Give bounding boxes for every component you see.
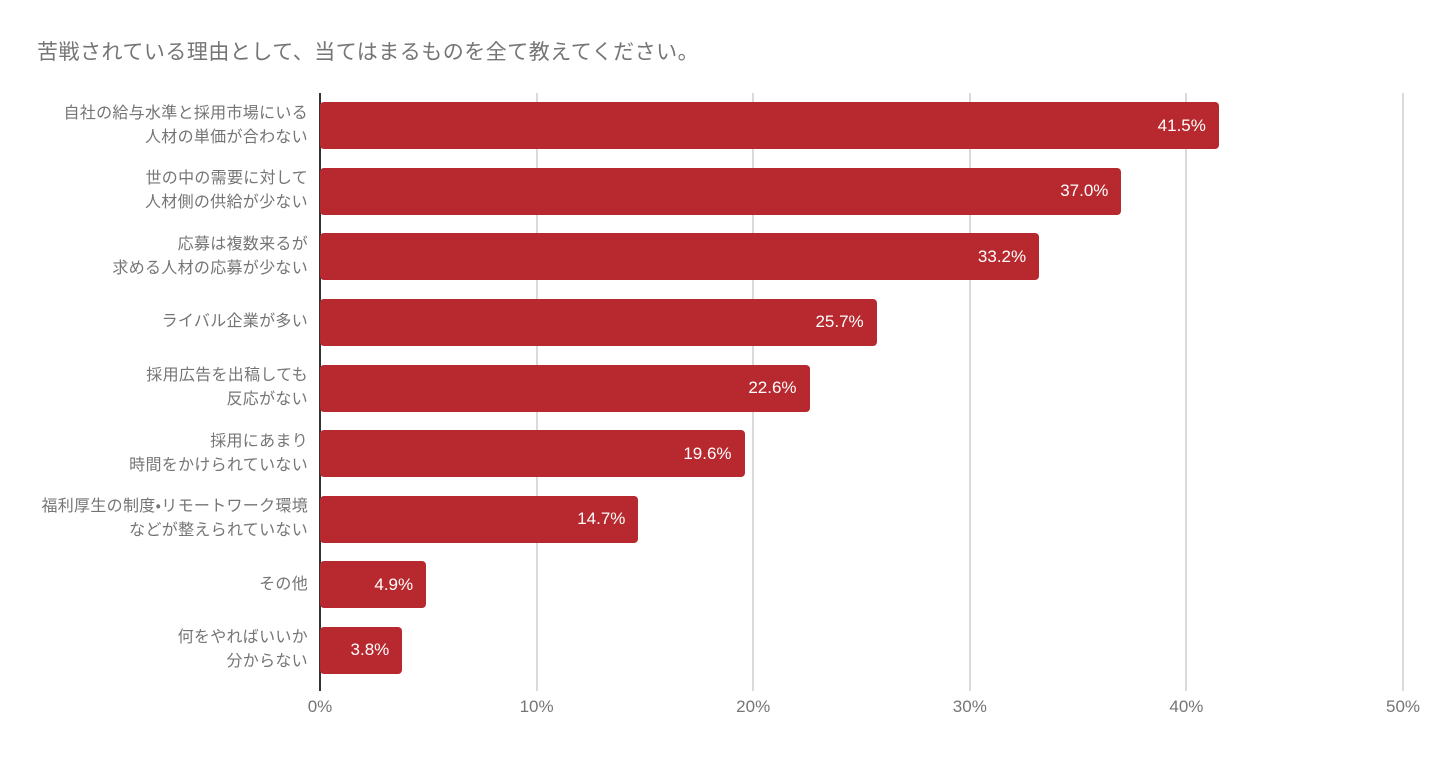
bar-value-label: 25.7% <box>815 312 864 332</box>
category-label: 福利厚生の制度・リモートワーク環境 などが整えられていない <box>41 498 308 540</box>
category-label: その他 <box>259 575 308 593</box>
bar-value-label: 19.6% <box>683 443 732 463</box>
bar-row: 22.6% <box>320 355 1403 421</box>
bar-value-label: 22.6% <box>748 378 797 398</box>
chart-title: 苦戦されている理由として、当てはまるものを全て教えてください。 <box>37 41 700 64</box>
y-axis-labels: 自社の給与水準と採用市場にいる 人材の単価が合わない世の中の需要に対して 人材側の供… <box>30 93 308 683</box>
bar: 4.9% <box>320 561 427 609</box>
bar-row: 41.5% <box>320 93 1403 159</box>
bar-row: 25.7% <box>320 290 1403 356</box>
category-label: 何をやればいいか 分からない <box>177 629 308 671</box>
bar-value-label: 37.0% <box>1060 181 1109 201</box>
bar-row: 14.7% <box>320 486 1403 552</box>
category-label: 採用にあまり 時間をかけられていない <box>129 432 308 474</box>
x-tick-label: 30% <box>952 697 987 716</box>
gridline <box>968 93 971 691</box>
bar-value-label: 41.5% <box>1157 115 1206 135</box>
category-label: 世の中の需要に対して 人材側の供給が少ない <box>144 170 308 212</box>
bar: 33.2% <box>320 233 1040 281</box>
bar-row: 33.2% <box>320 224 1403 290</box>
bar: 19.6% <box>320 430 745 478</box>
bar: 3.8% <box>320 626 403 674</box>
bar: 37.0% <box>320 167 1122 215</box>
bar-row: 37.0% <box>320 159 1403 225</box>
category-label: 自社の給与水準と採用市場にいる 人材の単価が合わない <box>63 104 308 146</box>
category-label: ライバル企業が多い <box>161 313 308 331</box>
bar-row: 19.6% <box>320 421 1403 487</box>
gridline <box>1185 93 1188 691</box>
bar-value-label: 3.8% <box>350 640 390 660</box>
bar-rows: 41.5% 37.0% 33.2% 25.7% 22.6% 19.6% 14.7% 4.9% 3… <box>320 93 1403 683</box>
x-tick-label: 20% <box>736 697 771 716</box>
bar: 14.7% <box>320 495 639 543</box>
x-axis-labels: 0% 10% 20% 30% 40% 50% <box>308 697 1420 721</box>
x-tick-label: 10% <box>519 697 554 716</box>
category-label: 採用広告を出稿しても 反応がない <box>146 367 308 409</box>
gridline <box>1402 93 1404 691</box>
bar: 25.7% <box>320 298 877 346</box>
x-tick-label: 0% <box>307 697 333 716</box>
bar-value-label: 4.9% <box>374 574 414 594</box>
bar-row: 4.9% <box>320 552 1403 618</box>
bar: 41.5% <box>320 102 1219 150</box>
plot-area: 41.5% 37.0% 33.2% 25.7% 22.6% 19.6% 14.7% 4.9% 3… <box>319 93 1404 691</box>
x-tick-label: 50% <box>1385 697 1421 716</box>
x-tick-label: 40% <box>1169 697 1204 716</box>
bar-row: 3.8% <box>320 618 1403 684</box>
bar-value-label: 33.2% <box>977 246 1027 266</box>
bar: 22.6% <box>320 364 810 412</box>
bar-value-label: 14.7% <box>577 509 626 529</box>
category-label: 応募は複数来るが 求める人材の応募が少ない <box>112 235 308 277</box>
